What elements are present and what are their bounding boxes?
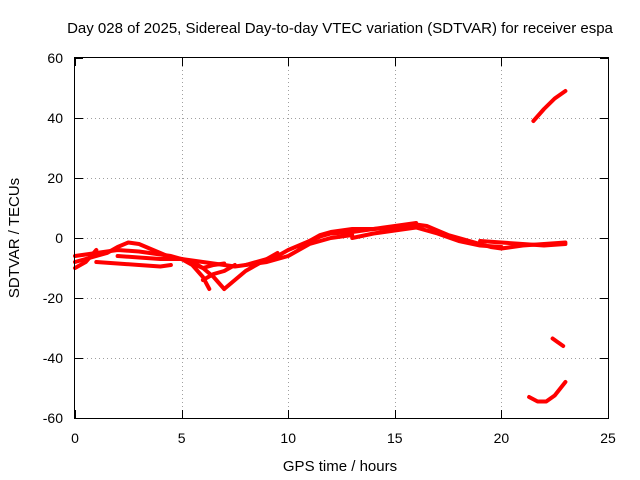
y-tick-label: 20 bbox=[47, 170, 63, 186]
series-line-track-3 bbox=[73, 248, 99, 270]
series-line-track-15 bbox=[527, 380, 568, 404]
series-line-track-14 bbox=[550, 336, 566, 348]
x-tick-label: 20 bbox=[494, 430, 510, 446]
series-line-track-9 bbox=[243, 233, 355, 267]
series-line-track-7 bbox=[200, 263, 237, 282]
y-tick-label: 60 bbox=[47, 50, 63, 66]
x-tick-label: 15 bbox=[387, 430, 403, 446]
series-group bbox=[73, 89, 568, 404]
x-tick-label: 10 bbox=[280, 430, 296, 446]
series-line-track-10 bbox=[296, 221, 419, 249]
series-line-track-4 bbox=[94, 260, 173, 269]
x-tick-label: 0 bbox=[71, 430, 79, 446]
y-tick-label: -60 bbox=[43, 410, 63, 426]
x-axis-label: GPS time / hours bbox=[283, 458, 397, 475]
series-line-track-11 bbox=[350, 225, 504, 249]
x-tick-label: 25 bbox=[600, 430, 616, 446]
plot-frame bbox=[74, 57, 609, 419]
series-line-track-8 bbox=[222, 251, 280, 291]
series-line-track-13 bbox=[531, 89, 568, 123]
grid bbox=[75, 58, 608, 418]
chart-title: Day 028 of 2025, Sidereal Day-to-day VTE… bbox=[67, 20, 613, 37]
x-tick-labels: 0 5 10 15 20 25 bbox=[71, 430, 616, 446]
y-tick-label: -40 bbox=[43, 350, 63, 366]
x-tick-label: 5 bbox=[178, 430, 186, 446]
y-tick-label: -20 bbox=[43, 290, 63, 306]
y-tick-labels: -60 -40 -20 0 20 40 60 bbox=[43, 50, 63, 426]
y-tick-label: 40 bbox=[47, 110, 63, 126]
y-axis-label: SDTVAR / TECUs bbox=[6, 178, 23, 298]
series-line-track-6 bbox=[179, 257, 212, 291]
series-line-track-12 bbox=[478, 239, 568, 248]
y-tick-label: 0 bbox=[55, 230, 63, 246]
